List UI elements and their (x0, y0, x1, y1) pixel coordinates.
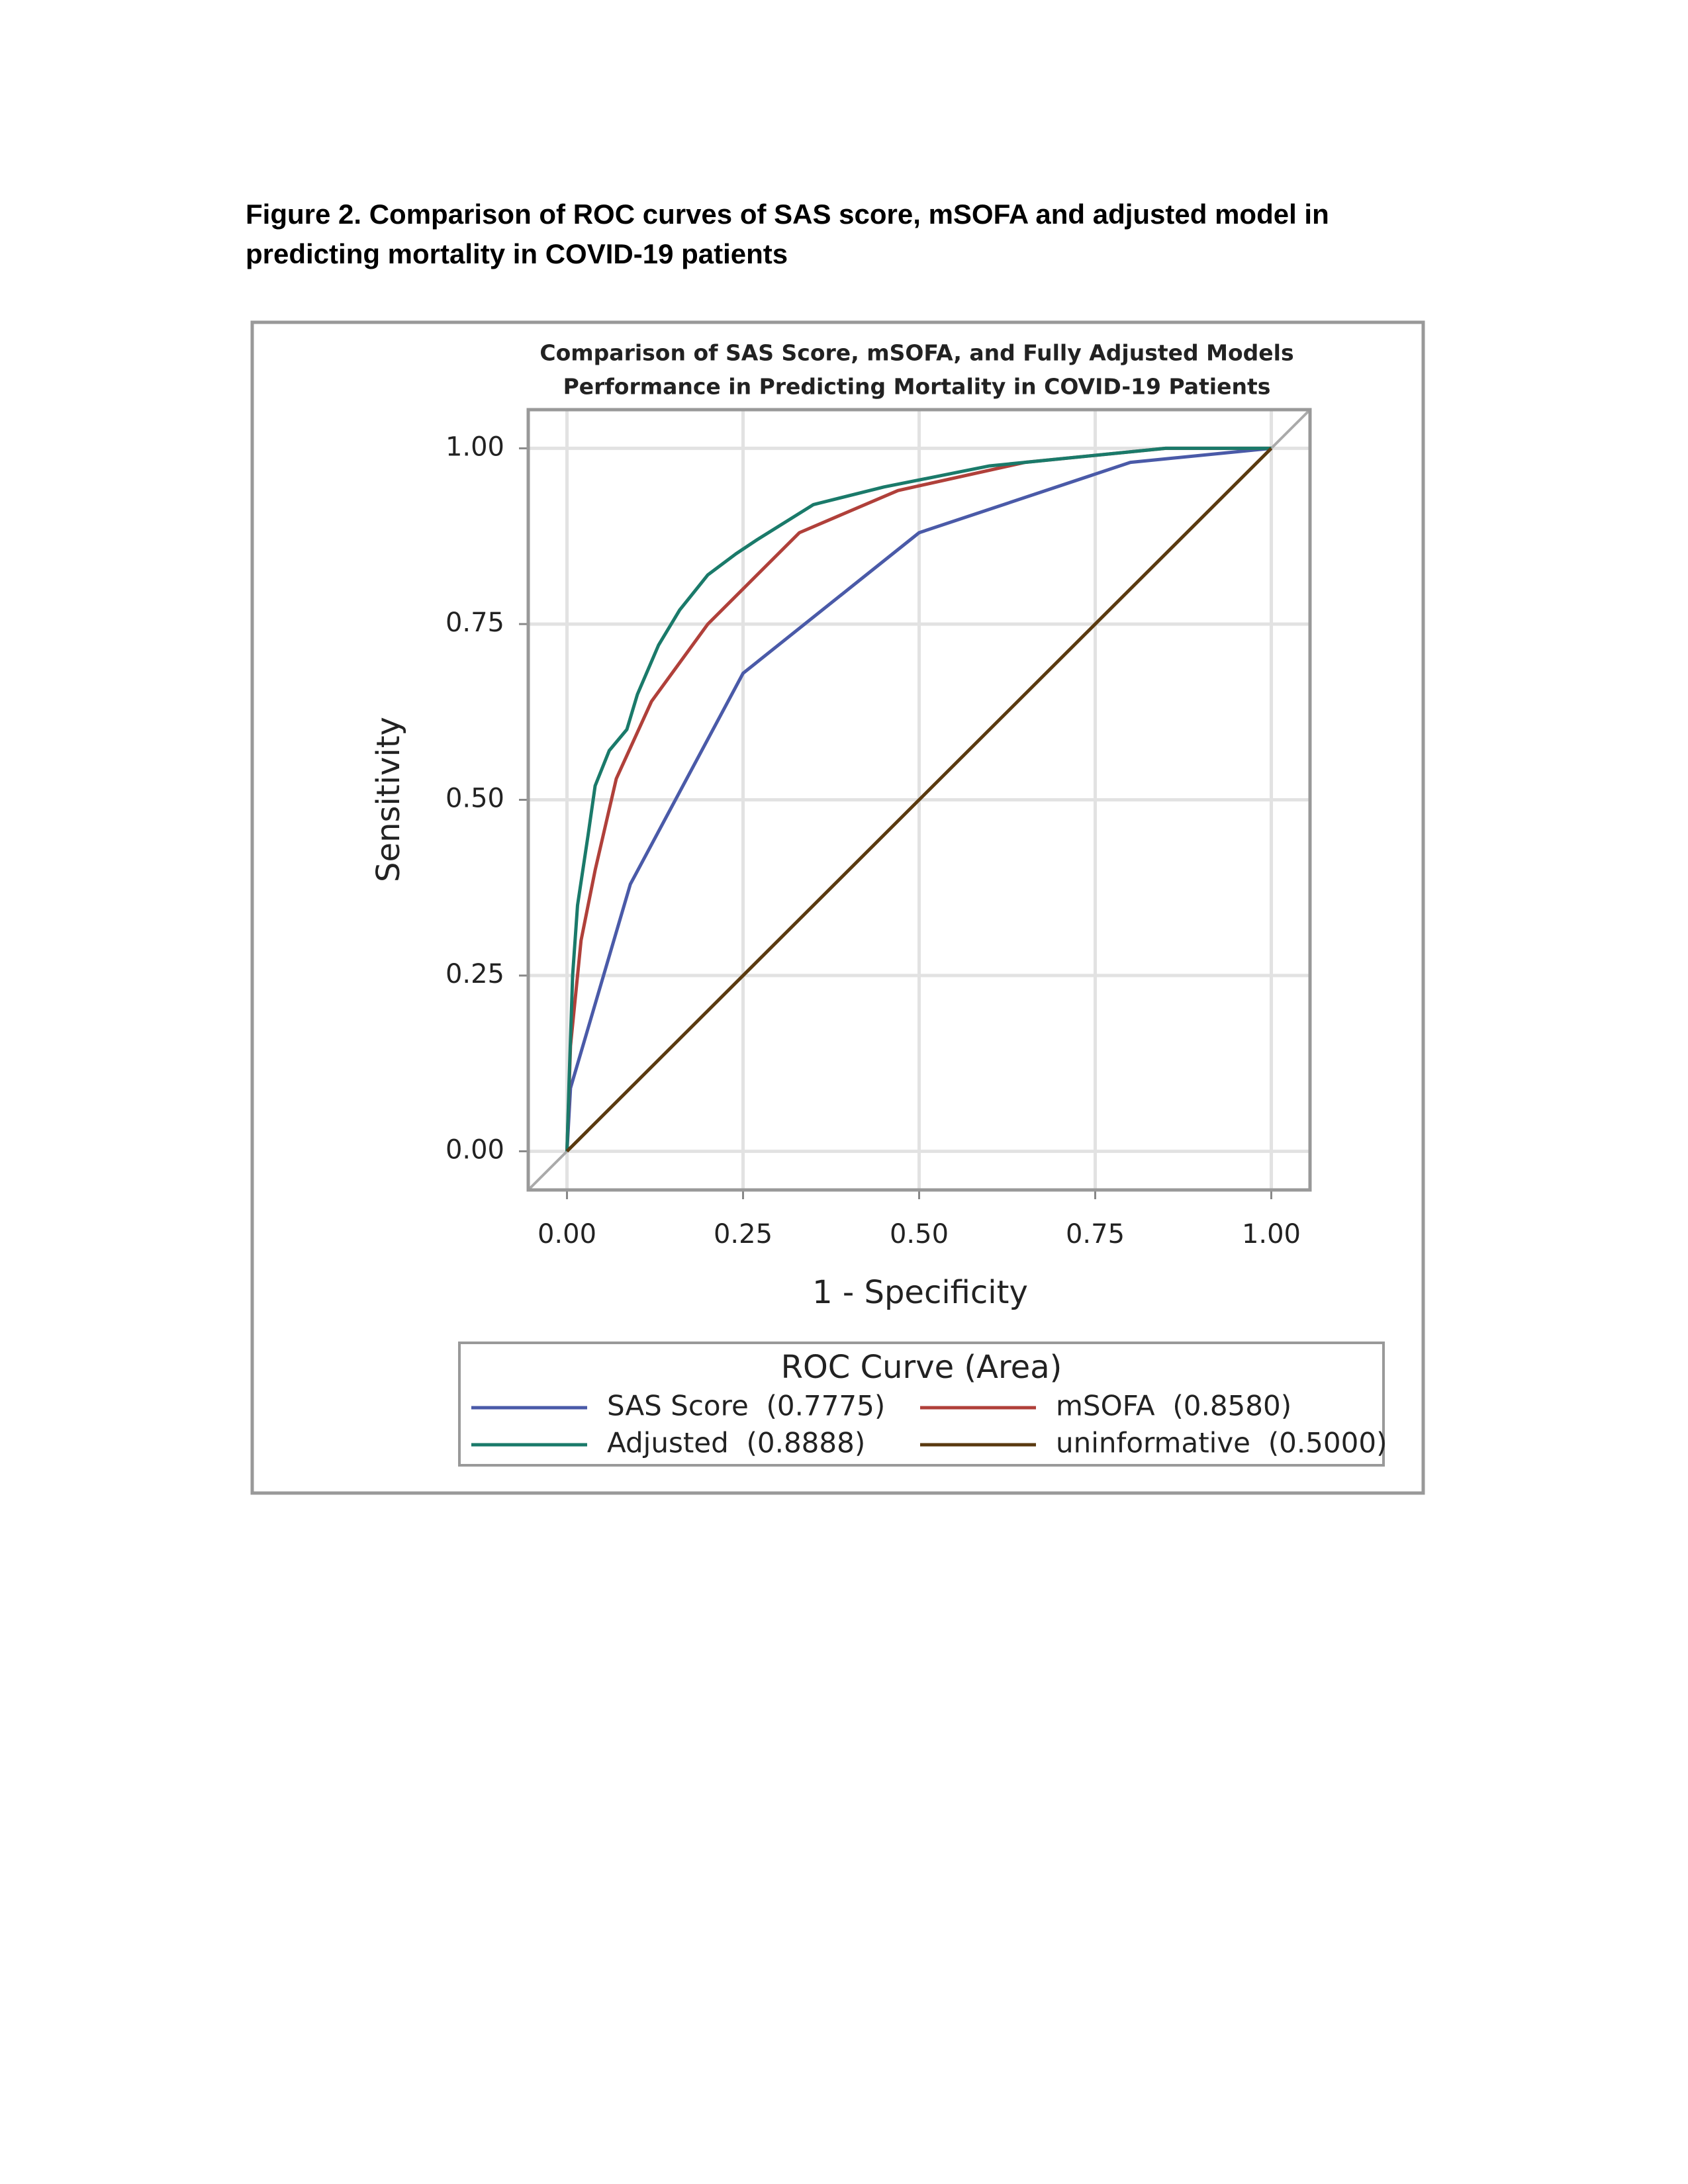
legend-title: ROC Curve (Area) (781, 1349, 1062, 1386)
roc-curve (565, 447, 1273, 1153)
x-tick-label: 0.75 (1066, 1219, 1125, 1250)
y-tick-label: 1.00 (445, 432, 504, 462)
legend-frame (458, 1342, 1385, 1467)
legend-label: uninformative (0.5000) (1056, 1427, 1387, 1459)
x-tick-label: 1.00 (1242, 1219, 1301, 1250)
y-tick-label: 0.50 (445, 784, 504, 814)
legend-label: Adjusted (0.8888) (607, 1427, 865, 1459)
x-tick-label: 0.25 (714, 1219, 773, 1250)
legend-label: mSOFA (0.8580) (1056, 1390, 1291, 1422)
caption-line: predicting mortality in COVID-19 patient… (246, 238, 788, 269)
figure-frame (250, 320, 1425, 1495)
x-tick-label: 0.00 (538, 1219, 596, 1250)
y-tick-label: 0.00 (445, 1135, 504, 1165)
caption-line: Figure 2. Comparison of ROC curves of SA… (246, 199, 1329, 230)
y-tick-label: 0.25 (445, 959, 504, 989)
roc-curve (565, 446, 1272, 1152)
x-tick-label: 0.50 (890, 1219, 949, 1250)
chart-title: Comparison of SAS Score, mSOFA, and Full… (539, 340, 1293, 366)
chart-title: Performance in Predicting Mortality in C… (563, 374, 1271, 400)
plot-frame (526, 408, 1312, 1192)
y-axis-label: Sensitivity (370, 717, 407, 882)
y-tick-label: 0.75 (445, 608, 504, 638)
legend-label: SAS Score (0.7775) (607, 1390, 885, 1422)
x-axis-label: 1 - Specificity (812, 1274, 1028, 1311)
